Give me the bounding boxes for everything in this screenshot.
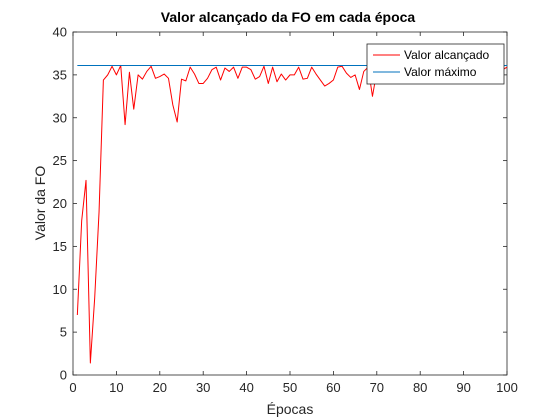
x-tick-label: 90 — [456, 380, 470, 395]
legend-label-valor-maximo: Valor máximo — [404, 65, 477, 79]
legend: Valor alcançado Valor máximo — [366, 43, 505, 85]
x-tick-label: 60 — [326, 380, 340, 395]
x-tick-label: 100 — [496, 380, 518, 395]
y-tick-label: 40 — [53, 25, 67, 40]
x-tick-label: 10 — [109, 380, 123, 395]
x-tick-label: 30 — [196, 380, 210, 395]
y-tick-label: 15 — [53, 239, 67, 254]
x-tick-label: 40 — [239, 380, 253, 395]
x-tick-label: 70 — [370, 380, 384, 395]
x-tick-label: 50 — [283, 380, 297, 395]
x-tick-label: 80 — [413, 380, 427, 395]
legend-box — [366, 43, 505, 85]
plot-area: 0 10 20 30 40 50 60 70 80 90 100 0 5 10 15 20 25 30 35 40 — [53, 25, 518, 396]
y-tick-label: 0 — [60, 368, 67, 383]
y-tick-label: 25 — [53, 153, 67, 168]
y-tick-label: 10 — [53, 282, 67, 297]
y-tick-label: 5 — [60, 325, 67, 340]
y-tick-label: 30 — [53, 110, 67, 125]
x-tick-label: 0 — [69, 380, 76, 395]
y-tick-label: 35 — [53, 67, 67, 82]
chart-title: Valor alcançado da FO em cada época — [161, 9, 416, 25]
x-axis-label: Épocas — [267, 401, 314, 417]
y-tick-label: 20 — [53, 196, 67, 211]
axes-box — [72, 31, 508, 376]
x-tick-label: 20 — [153, 380, 167, 395]
y-axis-label: Valor da FO — [32, 166, 48, 241]
legend-label-valor-alcancado: Valor alcançado — [404, 48, 489, 62]
